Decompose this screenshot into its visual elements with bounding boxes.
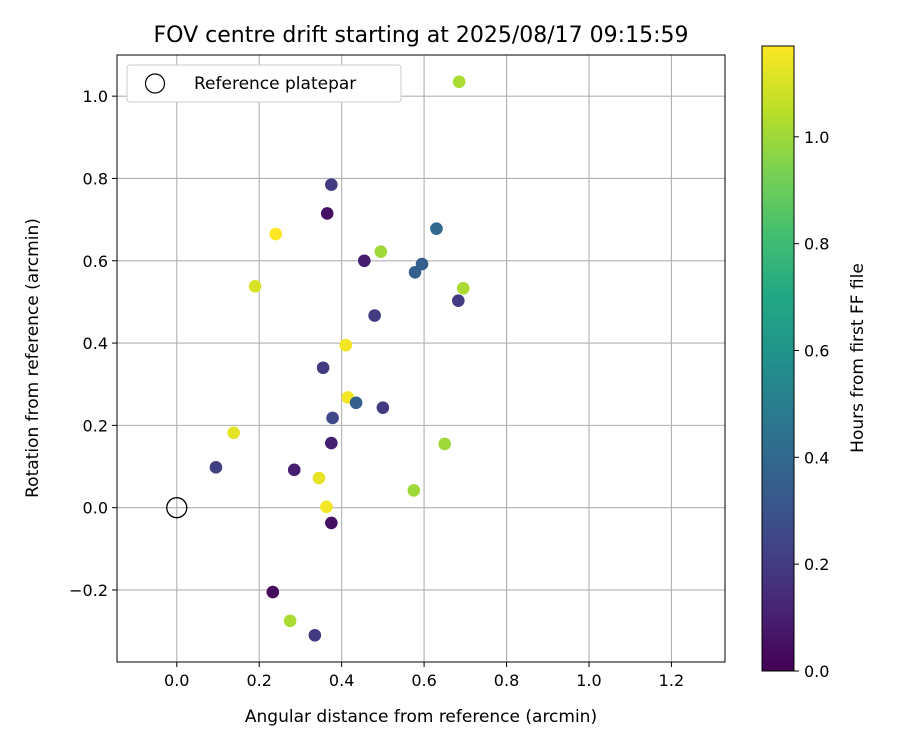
scatter-point xyxy=(325,436,338,450)
scatter-point xyxy=(407,484,421,497)
reference-marker-layer xyxy=(166,497,188,519)
x-tick-label: 0.6 xyxy=(411,671,436,690)
y-tick-label: 0.8 xyxy=(83,169,108,188)
y-tick-label: 1.0 xyxy=(83,87,108,106)
colorbar-ticks: 0.0 0.2 0.4 0.6 0.8 1.0 xyxy=(794,128,829,681)
data-points xyxy=(209,75,470,642)
scatter-point xyxy=(415,257,429,271)
y-tick-label: 0.6 xyxy=(83,252,108,271)
y-tick-label: 0.2 xyxy=(83,416,108,435)
scatter-point xyxy=(266,585,280,599)
y-tick-label: 0.0 xyxy=(83,499,108,518)
x-axis-label: Angular distance from reference (arcmin) xyxy=(245,707,597,727)
scatter-point xyxy=(358,254,371,268)
scatter-point xyxy=(374,245,388,259)
x-tick-label: 0.0 xyxy=(164,671,189,690)
scatter-point xyxy=(452,75,466,89)
colorbar-gradient xyxy=(761,45,795,672)
x-tick-label: 0.8 xyxy=(494,671,519,690)
x-tick-label: 1.0 xyxy=(576,671,601,690)
colorbar-tick-label: 0.2 xyxy=(804,555,829,574)
scatter-point xyxy=(316,361,330,375)
scatter-point xyxy=(438,437,452,451)
scatter-point xyxy=(209,461,223,474)
scatter-point xyxy=(368,309,381,322)
scatter-point xyxy=(312,471,326,485)
scatter-point xyxy=(248,279,262,293)
legend: Reference platepar xyxy=(126,64,402,103)
colorbar-label: Hours from first FF file xyxy=(848,263,868,453)
scatter-point xyxy=(339,338,353,352)
scatter-point xyxy=(308,628,322,642)
scatter-point xyxy=(269,227,282,241)
colorbar-tick-label: 0.4 xyxy=(804,448,829,467)
scatter-point xyxy=(376,401,390,414)
colorbar-tick-label: 0.8 xyxy=(804,235,829,254)
colorbar: 0.0 0.2 0.4 0.6 0.8 1.0 Hours from first FF f… xyxy=(761,45,868,681)
scatter-point xyxy=(325,178,338,191)
scatter-point xyxy=(227,426,240,440)
scatter-point xyxy=(456,282,470,295)
x-tick-label: 0.4 xyxy=(329,671,354,690)
scatter-point xyxy=(283,614,297,628)
y-tick-label: −0.2 xyxy=(69,581,108,600)
scatter-point xyxy=(430,222,443,235)
scatter-point xyxy=(349,396,363,410)
y-axis-ticks: −0.2 0.0 0.2 0.4 0.6 0.8 1.0 xyxy=(69,87,117,600)
legend-label: Reference platepar xyxy=(194,74,356,94)
scatter-point xyxy=(326,411,339,425)
x-tick-label: 1.2 xyxy=(659,671,684,690)
y-axis-label: Rotation from reference (arcmin) xyxy=(23,218,43,498)
scatter-point xyxy=(408,265,422,279)
colorbar-tick-label: 1.0 xyxy=(804,128,829,147)
grid xyxy=(117,55,725,662)
x-axis-ticks: 0.0 0.2 0.4 0.6 0.8 1.0 1.2 xyxy=(164,662,684,690)
scatter-point xyxy=(287,463,301,477)
scatter-point xyxy=(452,294,465,307)
chart-title: FOV centre drift starting at 2025/08/17 … xyxy=(154,23,689,48)
scatter-point xyxy=(325,516,338,530)
reference-platepar-marker xyxy=(166,497,188,519)
legend-open-circle-marker xyxy=(144,73,166,94)
legend-box xyxy=(126,64,402,103)
scatter-point xyxy=(320,500,333,514)
scatter-point xyxy=(320,207,334,220)
y-tick-label: 0.4 xyxy=(83,334,108,353)
plot-frame xyxy=(116,54,726,663)
x-tick-label: 0.2 xyxy=(246,671,271,690)
colorbar-tick-label: 0.6 xyxy=(804,341,829,360)
colorbar-tick-label: 0.0 xyxy=(804,662,829,681)
